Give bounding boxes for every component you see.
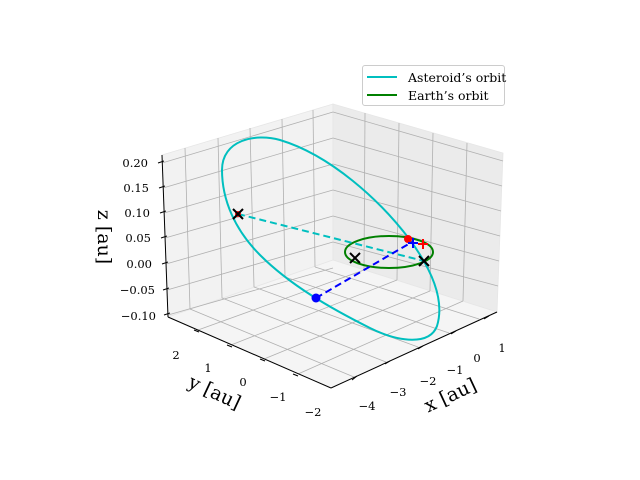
svg-text:−1: −1 — [270, 390, 287, 404]
grid-lines — [161, 109, 504, 378]
svg-text:1: 1 — [204, 361, 211, 375]
svg-text:1: 1 — [498, 341, 505, 355]
svg-text:0.10: 0.10 — [124, 206, 150, 220]
asteroid-orbit — [220, 136, 441, 341]
legend: Asteroid’s orbit Earth’s orbit — [362, 65, 506, 106]
svg-text:0.20: 0.20 — [122, 156, 148, 170]
marker-node-1 — [349, 252, 361, 264]
legend-swatch-earth — [367, 94, 397, 96]
axis-lines — [157, 154, 498, 389]
legend-label-earth: Earth’s orbit — [408, 87, 489, 103]
svg-text:−0.10: −0.10 — [121, 309, 156, 323]
earth-orbit — [344, 235, 434, 269]
marker-blue-plus — [408, 238, 418, 248]
y-tick-labels: 2 1 0 −1 −2 — [172, 348, 321, 419]
svg-text:0: 0 — [239, 375, 246, 389]
marker-blue-dot — [311, 293, 321, 303]
legend-item-earth: Earth’s orbit — [367, 86, 489, 104]
x-tick-labels: −4 −3 −2 −1 0 1 — [359, 341, 506, 413]
legend-label-asteroid: Asteroid’s orbit — [408, 69, 507, 85]
svg-text:−1: −1 — [447, 363, 464, 377]
svg-text:−0.05: −0.05 — [120, 283, 155, 297]
legend-item-asteroid: Asteroid’s orbit — [367, 68, 506, 86]
marker-red-plus — [418, 239, 428, 249]
z-axis-label: z [au] — [93, 210, 115, 264]
marker-red-dot — [404, 235, 412, 243]
svg-text:0: 0 — [473, 351, 480, 365]
svg-text:−3: −3 — [390, 385, 407, 399]
blue-dashed-line — [315, 241, 413, 299]
svg-text:−2: −2 — [420, 374, 437, 388]
legend-swatch-asteroid — [367, 76, 397, 78]
svg-text:0.00: 0.00 — [126, 257, 152, 271]
svg-text:−4: −4 — [359, 399, 376, 413]
svg-text:0.15: 0.15 — [123, 181, 149, 195]
svg-text:2: 2 — [172, 348, 179, 362]
svg-text:0.05: 0.05 — [125, 231, 151, 245]
axes-panes — [161, 103, 504, 389]
marker-node-2 — [418, 255, 430, 267]
z-tick-labels: 0.20 0.15 0.10 0.05 0.00 −0.05 −0.10 — [120, 156, 156, 323]
svg-text:−2: −2 — [305, 405, 322, 419]
y-axis-label: y [au] — [184, 371, 244, 415]
marker-perihelion — [232, 208, 244, 220]
